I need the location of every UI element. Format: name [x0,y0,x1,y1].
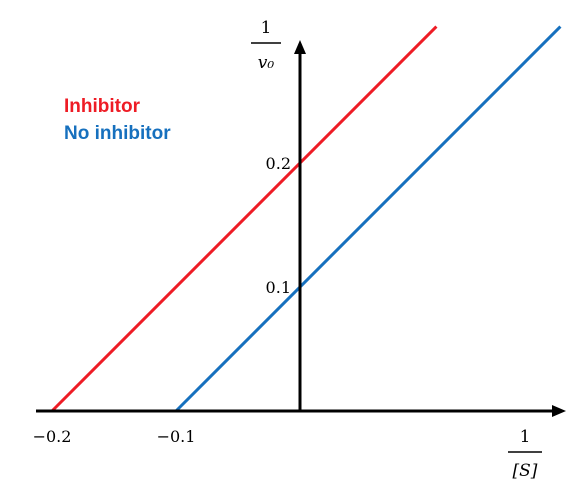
x-axis-arrowhead [552,405,566,417]
x-axis-title-numerator: 1 [520,427,531,447]
axes-layer [36,40,566,417]
x-tick-label-1: −0.1 [157,427,196,446]
series-layer [50,25,562,413]
y-tick-label-0: 0.2 [266,154,291,173]
legend-entry-inhibitor: Inhibitor [64,96,141,117]
series-line-inhibitor [50,25,438,413]
ticks-layer: −0.2 −0.1 0.2 0.1 [33,154,291,446]
y-axis-title: 1 v₀ [251,18,281,73]
x-axis-title: 1 [S] [508,427,542,481]
x-axis-title-denominator: [S] [513,461,538,481]
y-axis-arrowhead [294,40,306,54]
y-tick-label-1: 0.1 [266,278,291,297]
y-axis-title-numerator: 1 [261,18,272,38]
y-axis-title-denominator: v₀ [258,53,275,73]
series-line-no-inhibitor [174,25,562,413]
legend-entry-no-inhibitor: No inhibitor [64,123,171,144]
legend: Inhibitor No inhibitor [64,96,171,144]
x-tick-label-0: −0.2 [33,427,72,446]
